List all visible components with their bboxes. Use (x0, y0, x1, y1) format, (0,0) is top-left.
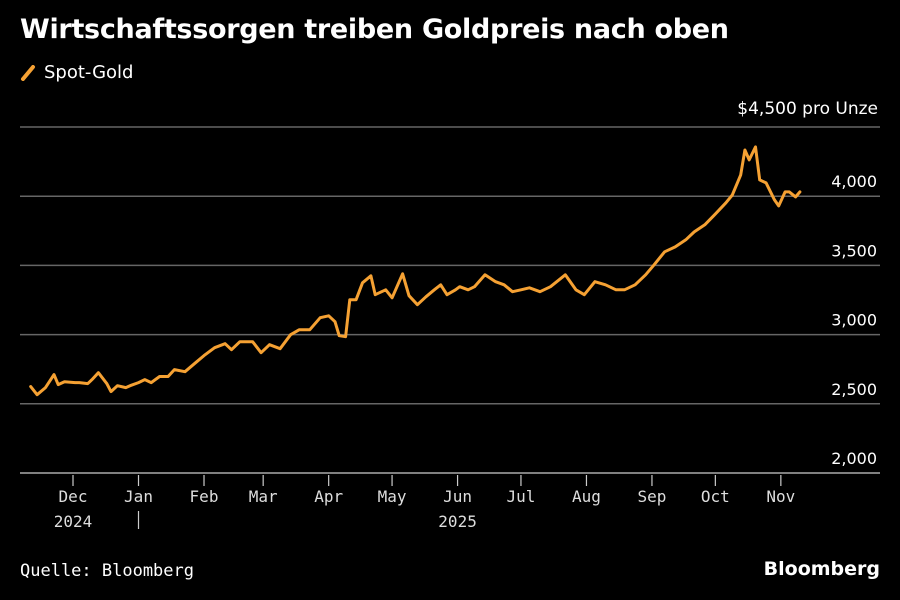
source-note: Quelle: Bloomberg (20, 561, 194, 581)
x-tick-label: Apr (314, 487, 343, 506)
y-tick-label: 4,000 (831, 172, 877, 191)
x-tick-label: Dec (59, 487, 88, 506)
x-tick-label: Feb (190, 487, 219, 506)
x-tick-label: Nov (766, 487, 795, 506)
x-tick-label: Jan (124, 487, 153, 506)
x-tick-label: May (378, 487, 407, 506)
y-tick-label: 3,500 (831, 241, 877, 260)
chart-title: Wirtschaftssorgen treiben Goldpreis nach… (20, 14, 729, 45)
y-tick-label: 2,000 (831, 449, 877, 468)
legend-swatch-icon (21, 64, 35, 81)
x-tick-label: Sep (638, 487, 667, 506)
y-tick-label: 2,500 (831, 380, 877, 399)
series-line-spot-gold (29, 145, 802, 397)
x-tick-label: Oct (701, 487, 730, 506)
year-label: 2025 (438, 512, 477, 531)
y-tick-label: 3,000 (831, 311, 877, 330)
x-tick-label: Mar (249, 487, 278, 506)
y-unit-label: $4,500 pro Unze (737, 99, 878, 119)
x-tick-label: Jul (507, 487, 536, 506)
brand-logo: Bloomberg (763, 558, 880, 580)
year-label: 2024 (54, 512, 93, 531)
legend: Spot-Gold (20, 62, 133, 83)
x-tick-label: Aug (572, 487, 601, 506)
legend-label: Spot-Gold (44, 62, 134, 83)
x-tick-label: Jun (443, 487, 472, 506)
